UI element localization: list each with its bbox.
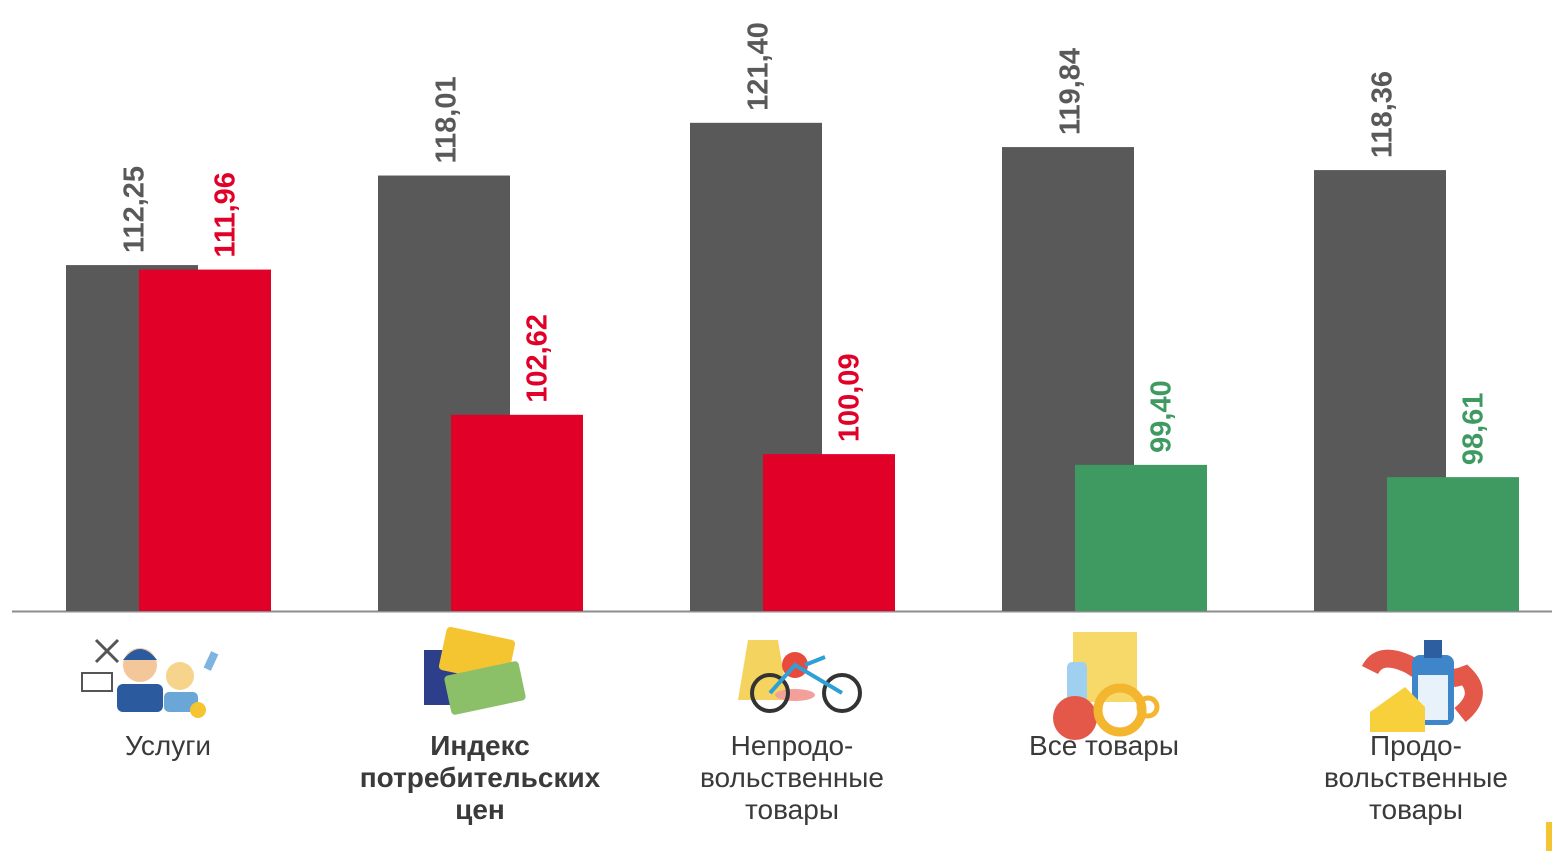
value-label: 121,40 bbox=[743, 22, 775, 111]
value-label: 98,61 bbox=[1458, 393, 1490, 466]
value-label: 111,96 bbox=[210, 172, 242, 258]
category-label: Услуги bbox=[124, 730, 212, 761]
category-label: Индекс потребительских цен bbox=[359, 730, 601, 825]
bar bbox=[1387, 477, 1519, 611]
value-label: 118,36 bbox=[1367, 71, 1399, 158]
bar bbox=[763, 454, 895, 611]
bar bbox=[1075, 464, 1207, 611]
category-label: Все товары bbox=[1029, 730, 1179, 761]
category-label: Непродо- вольственные товары bbox=[699, 730, 885, 825]
icon-nonfood bbox=[738, 640, 862, 713]
value-label: 112,25 bbox=[119, 166, 151, 253]
icon-services bbox=[81, 638, 219, 718]
bar bbox=[139, 269, 271, 611]
category-label: Продо- вольственные товары bbox=[1323, 730, 1509, 825]
value-label: 118,01 bbox=[431, 76, 463, 163]
value-label: 119,84 bbox=[1055, 48, 1087, 135]
decor-mark bbox=[1546, 822, 1552, 851]
value-label: 100,09 bbox=[834, 353, 866, 442]
bar bbox=[451, 414, 583, 611]
icon-all-goods bbox=[1053, 632, 1160, 740]
icon-food bbox=[1361, 640, 1483, 732]
value-label: 102,62 bbox=[522, 314, 554, 403]
value-label: 99,40 bbox=[1146, 380, 1178, 453]
icon-cpi bbox=[424, 626, 526, 715]
